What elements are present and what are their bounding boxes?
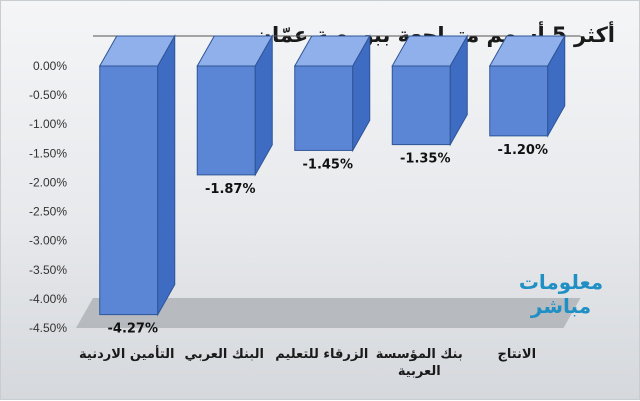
bar — [98, 34, 176, 317]
logo-line-1: معلومات — [519, 270, 603, 294]
y-tick-label: -2.50% — [29, 205, 67, 219]
bar — [391, 34, 469, 147]
chart-floor — [76, 298, 581, 328]
y-tick-label: 0.00% — [33, 59, 67, 73]
chart-title: أكثر 5 أسهم متراجعة ببورصة عمّان — [254, 23, 615, 47]
category-label: البنك العربي — [185, 347, 264, 362]
y-tick-label: -4.00% — [29, 292, 67, 306]
category-label: بنك المؤسسة — [376, 347, 463, 362]
logo-line-2: مباشر — [530, 294, 591, 318]
data-label: -4.27% — [108, 322, 159, 337]
bar — [196, 34, 274, 177]
bar-side — [352, 34, 371, 153]
bar-front — [196, 65, 256, 176]
data-label: -1.35% — [400, 152, 451, 167]
bar — [293, 34, 371, 153]
bar-front — [489, 65, 549, 137]
y-tick-label: -0.50% — [29, 88, 67, 102]
bar-front — [99, 65, 159, 316]
bar-front — [391, 65, 451, 146]
y-tick-label: -1.00% — [29, 117, 67, 131]
data-label: -1.20% — [498, 143, 549, 158]
category-label: التأمين الاردنية — [79, 345, 174, 362]
y-tick-label: -3.00% — [29, 234, 67, 248]
bar-side — [547, 34, 566, 138]
data-label: -1.87% — [205, 182, 256, 197]
category-label: الانتاج — [497, 347, 536, 362]
bar-side — [254, 34, 273, 177]
y-tick-label: -1.50% — [29, 146, 67, 160]
y-tick-label: -3.50% — [29, 263, 67, 277]
bar — [488, 34, 566, 138]
bar-side — [157, 34, 176, 317]
category-label: العربية — [398, 364, 441, 379]
logo-watermark: معلومات مباشر — [519, 270, 603, 318]
y-tick-label: -4.50% — [29, 321, 67, 335]
bar-front — [294, 65, 354, 151]
bar-side — [449, 34, 468, 147]
data-label: -1.45% — [303, 157, 354, 172]
category-label: الزرقاء للتعليم — [275, 347, 368, 362]
y-tick-label: -2.00% — [29, 175, 67, 189]
